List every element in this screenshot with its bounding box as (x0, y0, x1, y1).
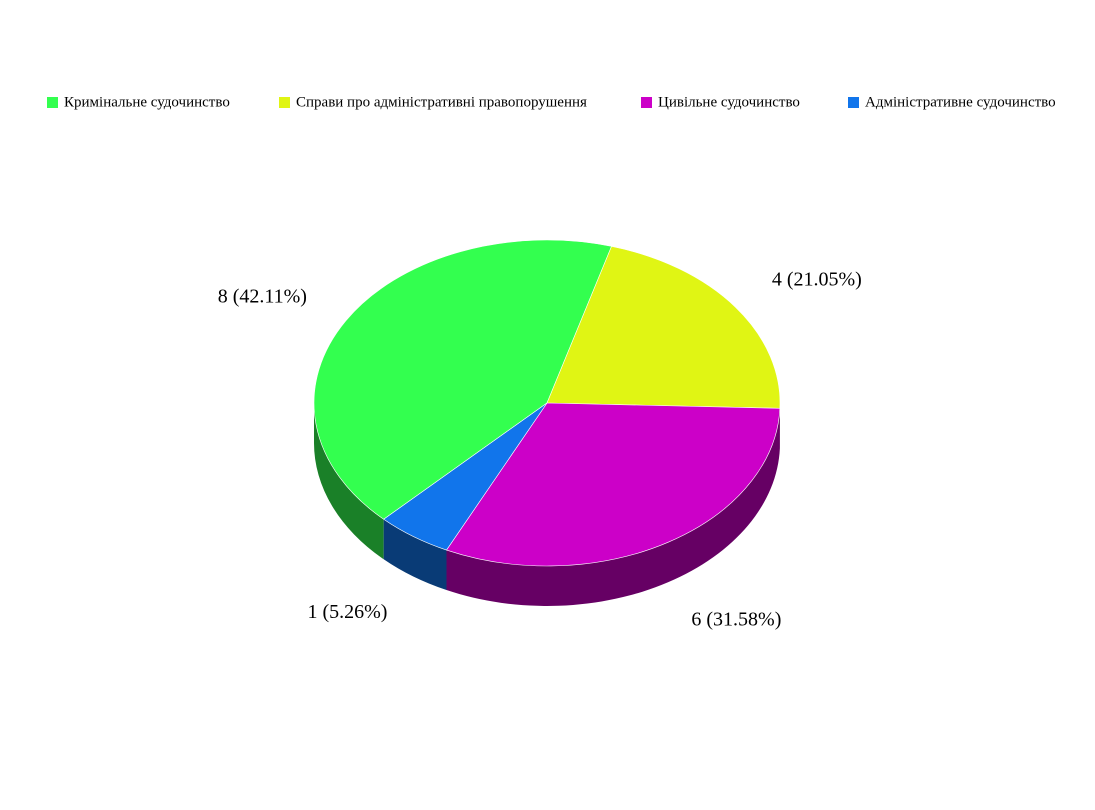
data-label: 6 (31.58%) (691, 608, 781, 630)
legend-label: Справи про адміністративні правопорушенн… (296, 94, 587, 110)
legend-swatch (848, 97, 859, 108)
legend-swatch (279, 97, 290, 108)
legend-label: Цивільне судочинство (658, 94, 800, 110)
legend-swatch (47, 97, 58, 108)
legend-swatch (641, 97, 652, 108)
legend-label: Кримінальне судочинство (64, 94, 230, 110)
legend-label: Адміністративне судочинство (865, 94, 1056, 110)
pie-tops (314, 240, 780, 566)
data-label: 1 (5.26%) (307, 601, 387, 623)
data-label: 4 (21.05%) (772, 268, 862, 290)
data-label: 8 (42.11%) (218, 286, 307, 308)
